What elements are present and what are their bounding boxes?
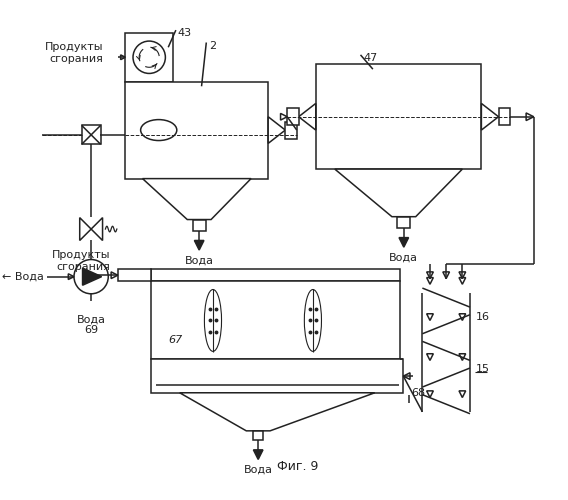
Text: Продукты
сгорания: Продукты сгорания [45,42,103,64]
Polygon shape [443,272,449,278]
Bar [287,108,299,126]
Polygon shape [179,393,375,431]
Polygon shape [82,268,102,285]
Text: 47: 47 [364,53,378,63]
Polygon shape [281,114,287,120]
Text: Фиг. 9: Фиг. 9 [277,460,319,472]
Bar [193,220,206,231]
Polygon shape [427,314,433,320]
Text: Вода: Вода [389,253,418,263]
Text: 69: 69 [84,325,98,335]
Text: Вода: Вода [185,256,214,266]
Bar [151,360,403,393]
Text: 16: 16 [475,312,490,322]
Polygon shape [120,55,126,60]
Bar [316,64,482,169]
Polygon shape [335,169,462,216]
Polygon shape [482,104,499,130]
Bar [126,33,173,82]
Text: Продукты
сгорания: Продукты сгорания [52,250,110,272]
Polygon shape [403,373,410,380]
Polygon shape [459,354,466,360]
Text: 43: 43 [178,28,192,38]
Bar [82,126,101,144]
Polygon shape [459,272,466,278]
Polygon shape [253,450,263,460]
Polygon shape [427,272,433,278]
Bar [397,216,411,228]
Polygon shape [459,314,466,320]
Polygon shape [68,274,74,280]
Text: Вода: Вода [244,464,273,474]
Polygon shape [459,278,466,284]
Text: Вода: Вода [77,314,106,324]
Text: 68: 68 [411,388,425,398]
Polygon shape [194,240,204,250]
Bar [285,122,296,138]
Polygon shape [526,113,534,120]
Polygon shape [427,354,433,360]
Polygon shape [91,218,103,240]
Polygon shape [268,116,285,143]
Polygon shape [399,238,408,247]
Polygon shape [143,178,251,220]
Bar [151,282,400,360]
Bar [253,431,263,440]
Polygon shape [427,391,433,398]
Bar [499,108,510,126]
Polygon shape [299,104,316,130]
Bar [126,82,268,178]
Text: 67: 67 [168,336,182,345]
Polygon shape [111,272,118,278]
Bar [151,269,400,281]
Text: 15: 15 [475,364,490,374]
Bar [118,269,151,281]
Text: ← Вода: ← Вода [2,272,44,281]
Polygon shape [459,391,466,398]
Polygon shape [427,278,433,284]
Polygon shape [80,218,91,240]
Text: 2: 2 [209,40,216,50]
